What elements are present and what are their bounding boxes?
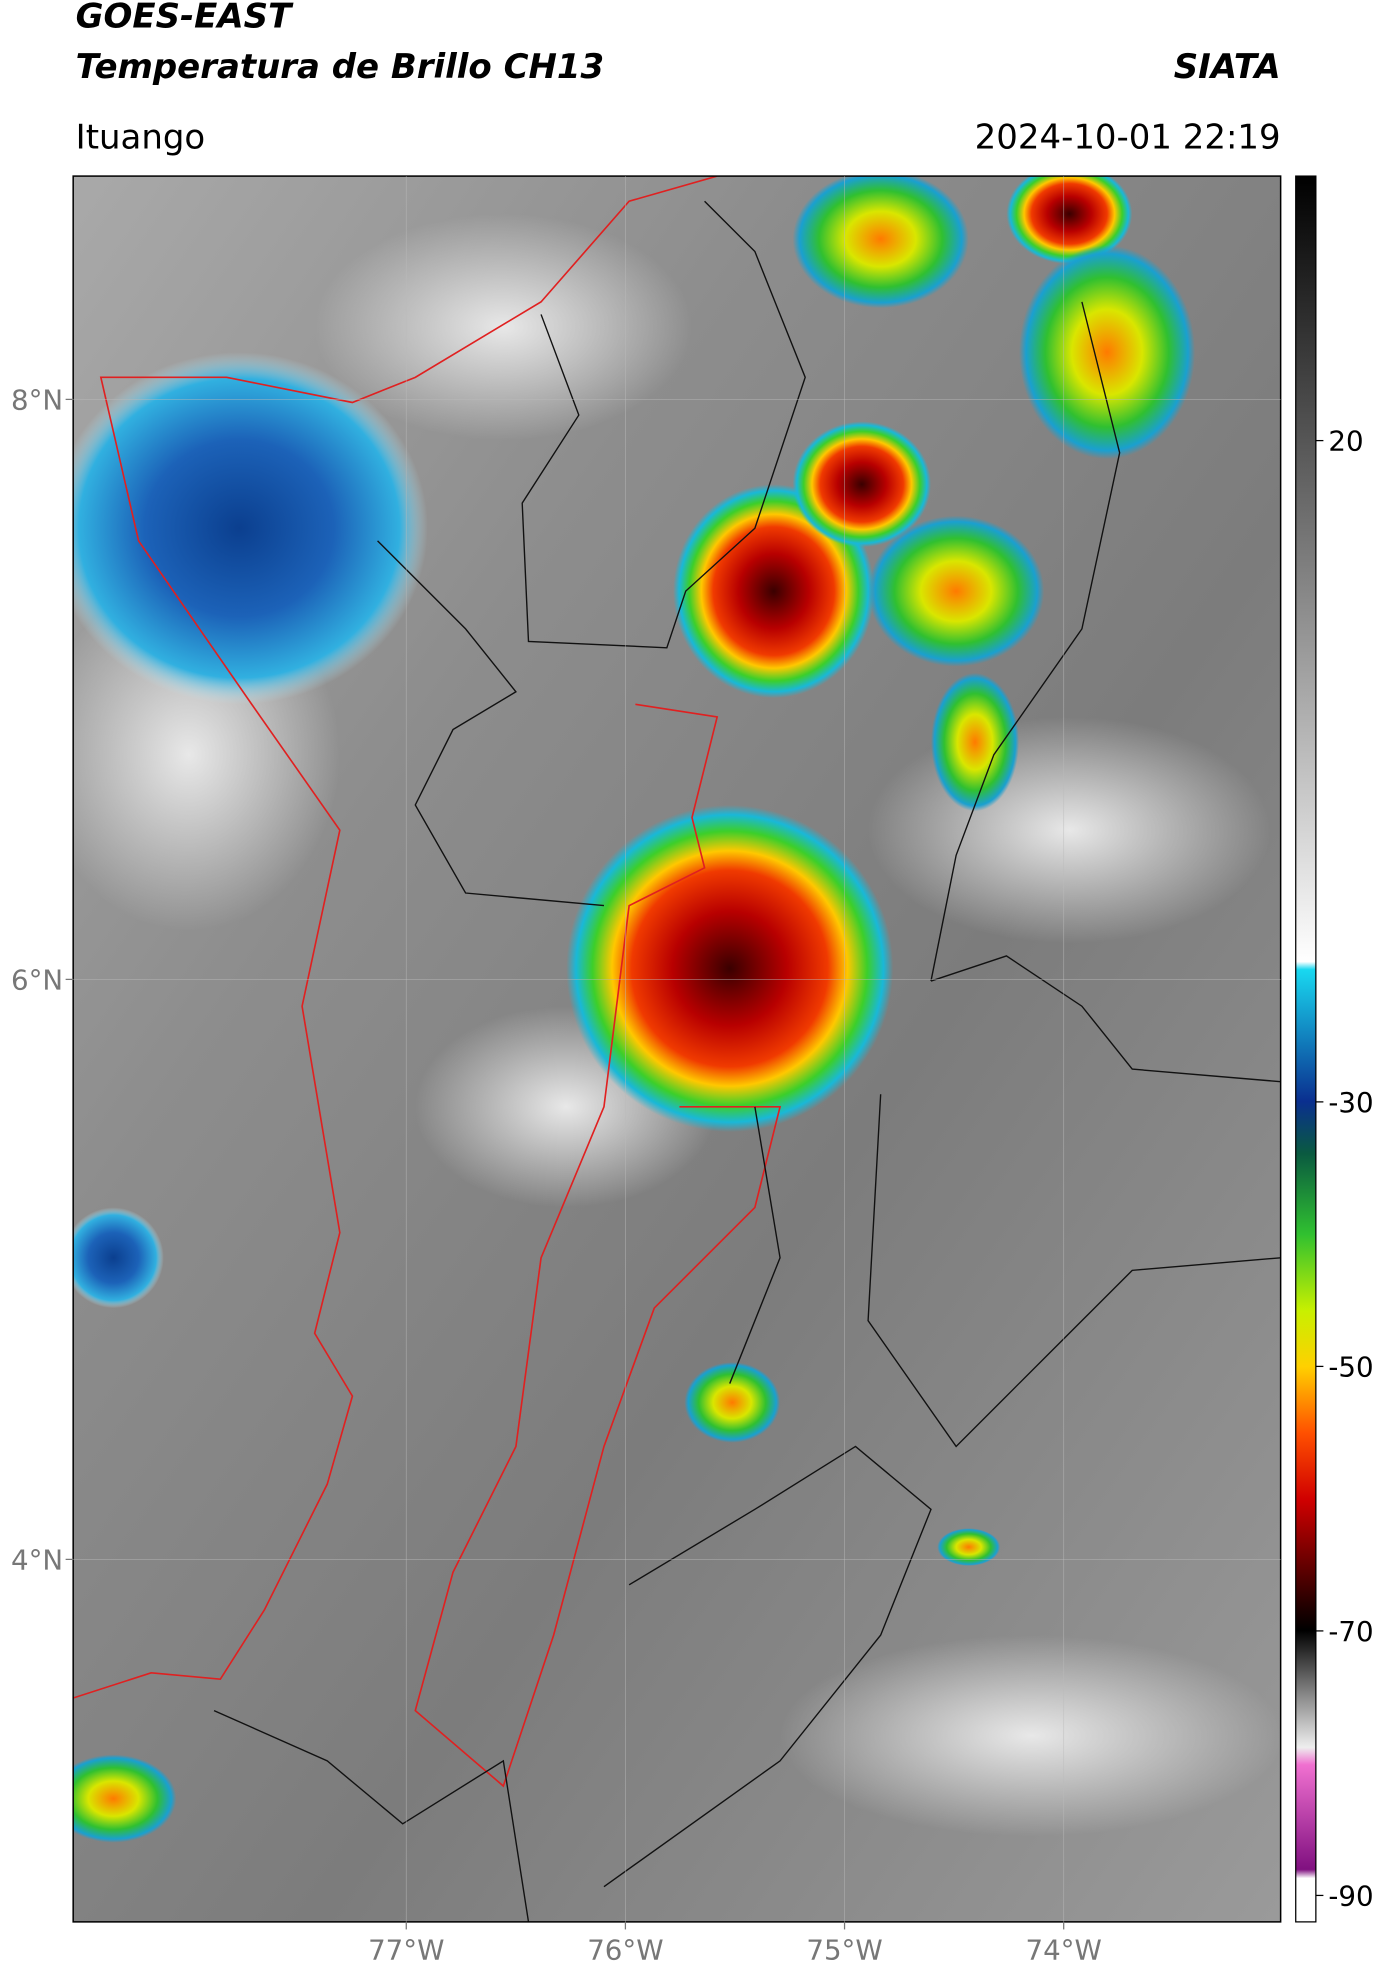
lon-label: 74°W (1026, 1934, 1102, 1967)
colorbar (1295, 175, 1317, 1923)
subtitle: Temperatura de Brillo CH13 (76, 47, 604, 87)
lat-label: 8°N (11, 383, 63, 416)
title: GOES-EAST (76, 0, 294, 37)
agency: SIATA (1174, 47, 1281, 87)
location: Ituango (76, 117, 206, 157)
satellite-image (73, 176, 1281, 1922)
lon-label: 77°W (368, 1934, 444, 1967)
colorbar-label: -70 (1328, 1615, 1373, 1648)
colorbar-label: -30 (1328, 1086, 1373, 1119)
lon-label: 76°W (587, 1934, 663, 1967)
datetime: 2024-10-01 22:19 (975, 117, 1281, 157)
lat-label: 4°N (11, 1543, 63, 1576)
map-frame (72, 175, 1282, 1923)
colorbar-label: -90 (1328, 1879, 1373, 1912)
axes: 8°N 6°N 4°N 77°W 76°W 75°W 74°W 20 -30 -50 -70 -90 (11, 176, 1374, 1967)
lon-label: 75°W (806, 1934, 882, 1967)
colorbar-label: 20 (1328, 425, 1363, 458)
lat-label: 6°N (11, 963, 63, 996)
colorbar-label: -50 (1328, 1350, 1373, 1383)
